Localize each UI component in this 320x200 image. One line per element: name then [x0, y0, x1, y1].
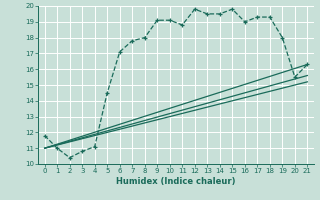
X-axis label: Humidex (Indice chaleur): Humidex (Indice chaleur): [116, 177, 236, 186]
